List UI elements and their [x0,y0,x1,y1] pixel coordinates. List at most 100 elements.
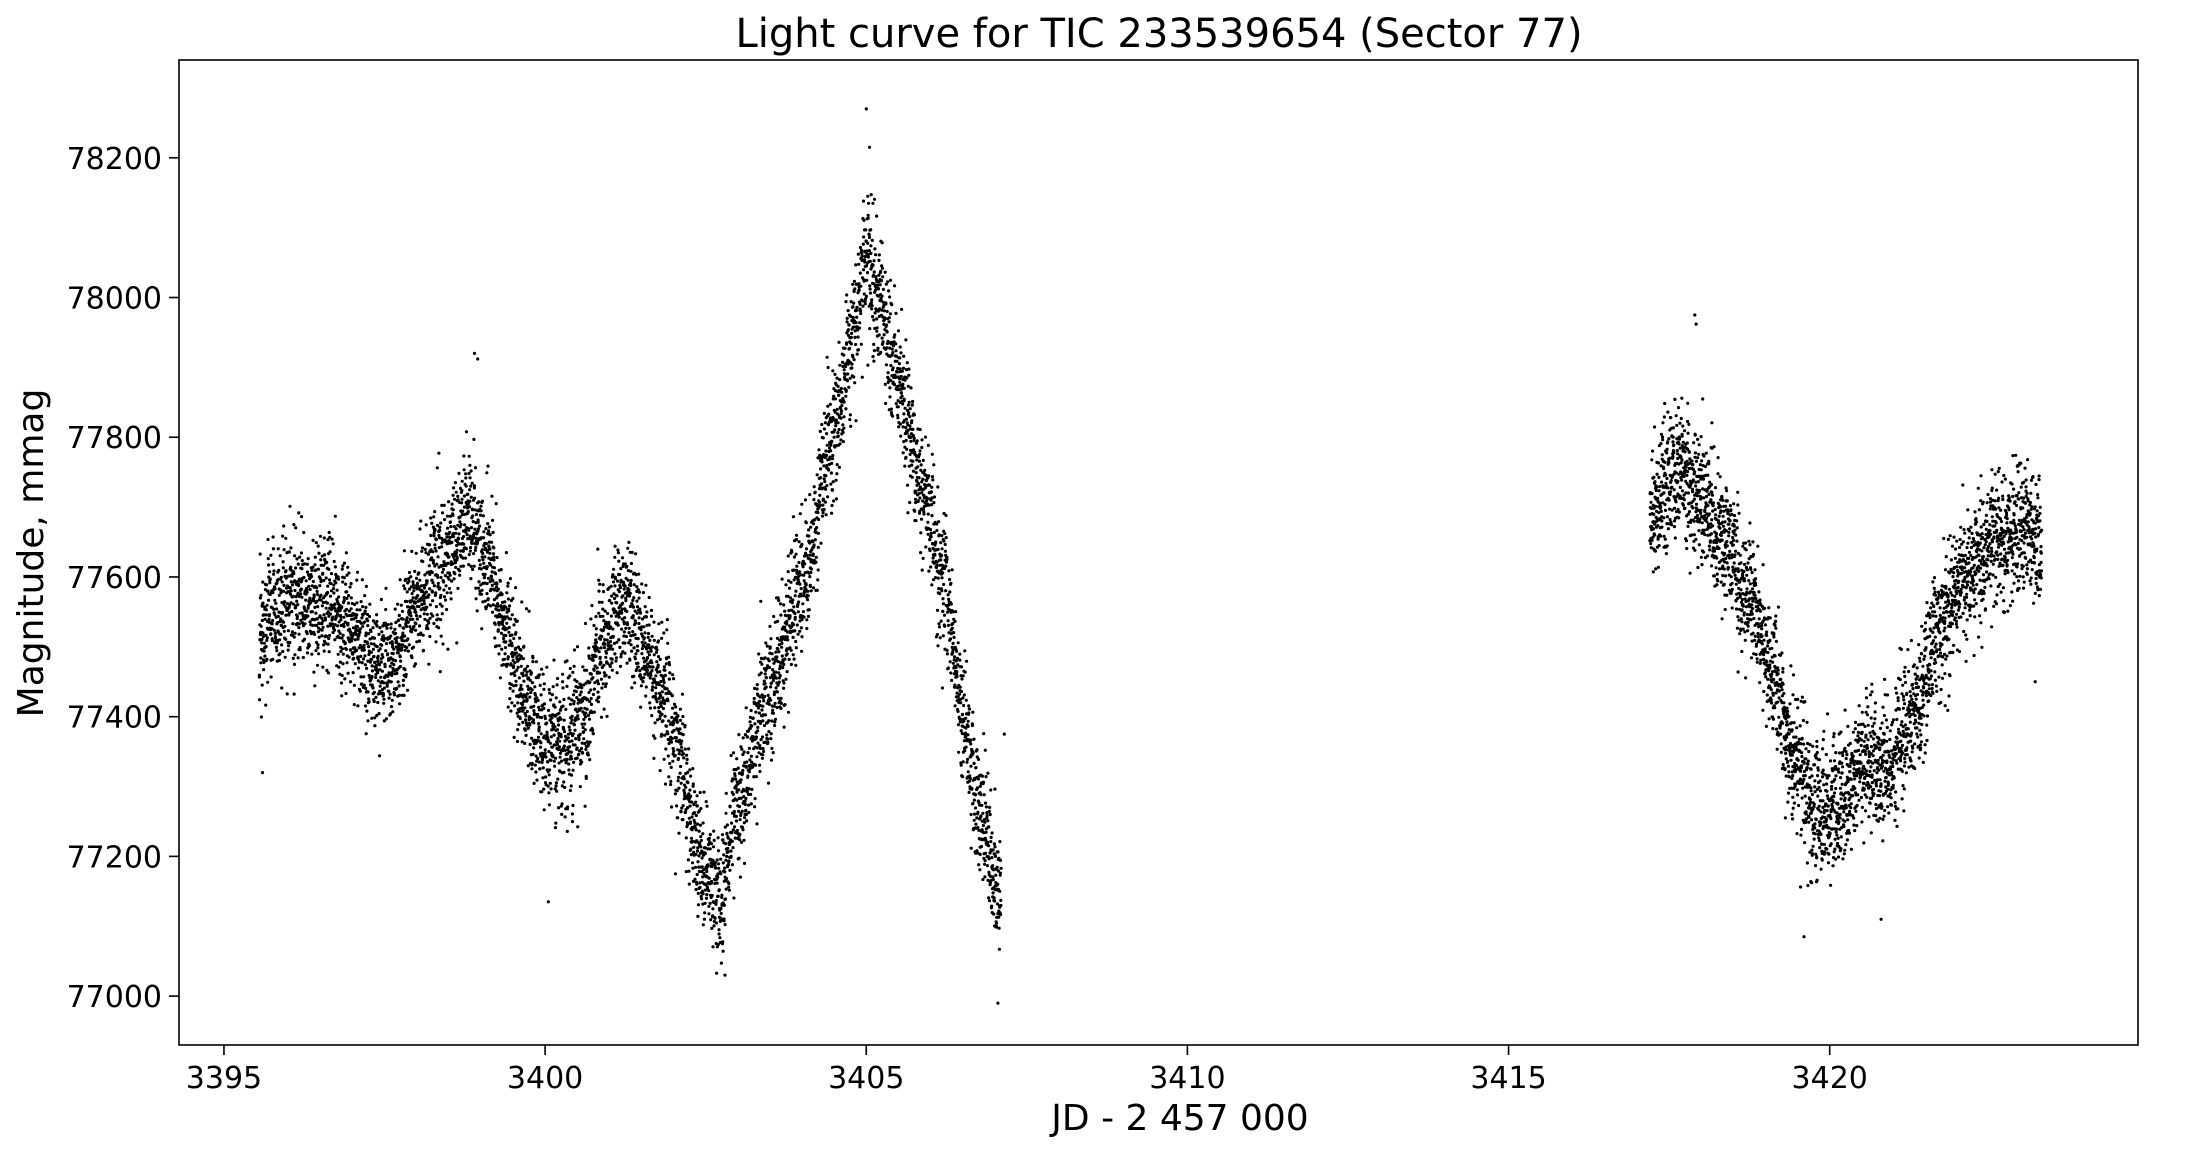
data-point [500,647,504,651]
data-point [569,750,573,754]
data-point [836,384,840,388]
data-point [639,677,643,681]
data-point [628,591,632,595]
data-point [527,609,531,613]
data-point [855,315,859,319]
data-point [735,757,739,761]
data-point [731,828,736,832]
data-point [908,424,912,428]
data-point [636,649,640,653]
data-point [699,897,704,901]
data-point [514,683,518,688]
data-point [905,376,909,380]
data-point [818,503,822,508]
data-point [288,640,292,645]
data-point [311,538,315,543]
data-point [836,431,840,435]
data-point [705,804,709,808]
data-point [271,547,275,551]
data-point [378,647,382,651]
data-point [824,453,829,457]
data-point [274,601,278,605]
data-point [906,403,911,407]
data-point [742,838,746,842]
data-point [622,634,626,638]
data-point [623,616,627,620]
data-point [521,671,525,675]
data-point [349,607,353,611]
data-point [667,663,672,667]
data-point [568,745,572,749]
data-point [583,742,587,746]
data-point [685,761,689,765]
data-point [645,668,650,672]
data-point [506,705,510,709]
data-point [387,689,391,693]
data-point [758,763,762,767]
data-point [259,624,263,628]
data-point [276,614,280,619]
data-point [268,581,272,585]
data-point [870,238,874,242]
data-point [568,666,572,671]
data-point [579,690,583,694]
data-point [522,699,526,703]
data-point [531,656,535,660]
data-point [316,567,320,571]
data-point [467,454,471,458]
data-point [542,702,547,706]
data-point [712,838,716,843]
data-point [391,652,395,656]
data-point [406,649,410,653]
data-point [356,655,360,659]
data-point [637,590,642,594]
data-point [732,809,737,814]
data-point [787,657,791,662]
data-point [403,587,407,591]
data-point [481,558,485,562]
data-point [629,561,634,566]
data-point [430,556,434,560]
data-point [800,542,804,547]
data-point [670,715,674,720]
data-point [679,781,683,785]
data-point [347,571,351,575]
data-point [355,570,360,574]
data-point [868,287,872,291]
data-point [451,493,455,497]
data-point [541,672,545,676]
data-point [901,366,906,370]
data-point [584,711,588,715]
data-point [870,307,874,311]
data-point [370,669,374,673]
data-point [462,535,466,539]
data-point [691,782,695,786]
data-point [512,735,516,740]
data-point [514,679,518,683]
data-point [667,775,671,779]
data-point [349,617,354,621]
data-point [713,916,717,920]
data-point [398,624,402,628]
data-point [325,601,329,605]
data-point [731,777,735,781]
data-point [858,321,862,325]
data-point [526,764,530,768]
data-point [945,555,949,559]
data-point [819,541,823,545]
data-point [506,655,510,659]
data-point [328,550,332,554]
data-point [602,625,607,629]
data-point [403,668,407,672]
data-point [965,659,969,663]
data-point [927,474,931,478]
data-point [487,529,491,533]
data-point [671,706,675,710]
data-point [306,557,310,561]
data-point [550,716,554,720]
data-point [419,519,423,523]
data-point [315,617,319,621]
data-point [852,358,856,362]
data-point [549,735,553,739]
data-point [724,858,728,862]
